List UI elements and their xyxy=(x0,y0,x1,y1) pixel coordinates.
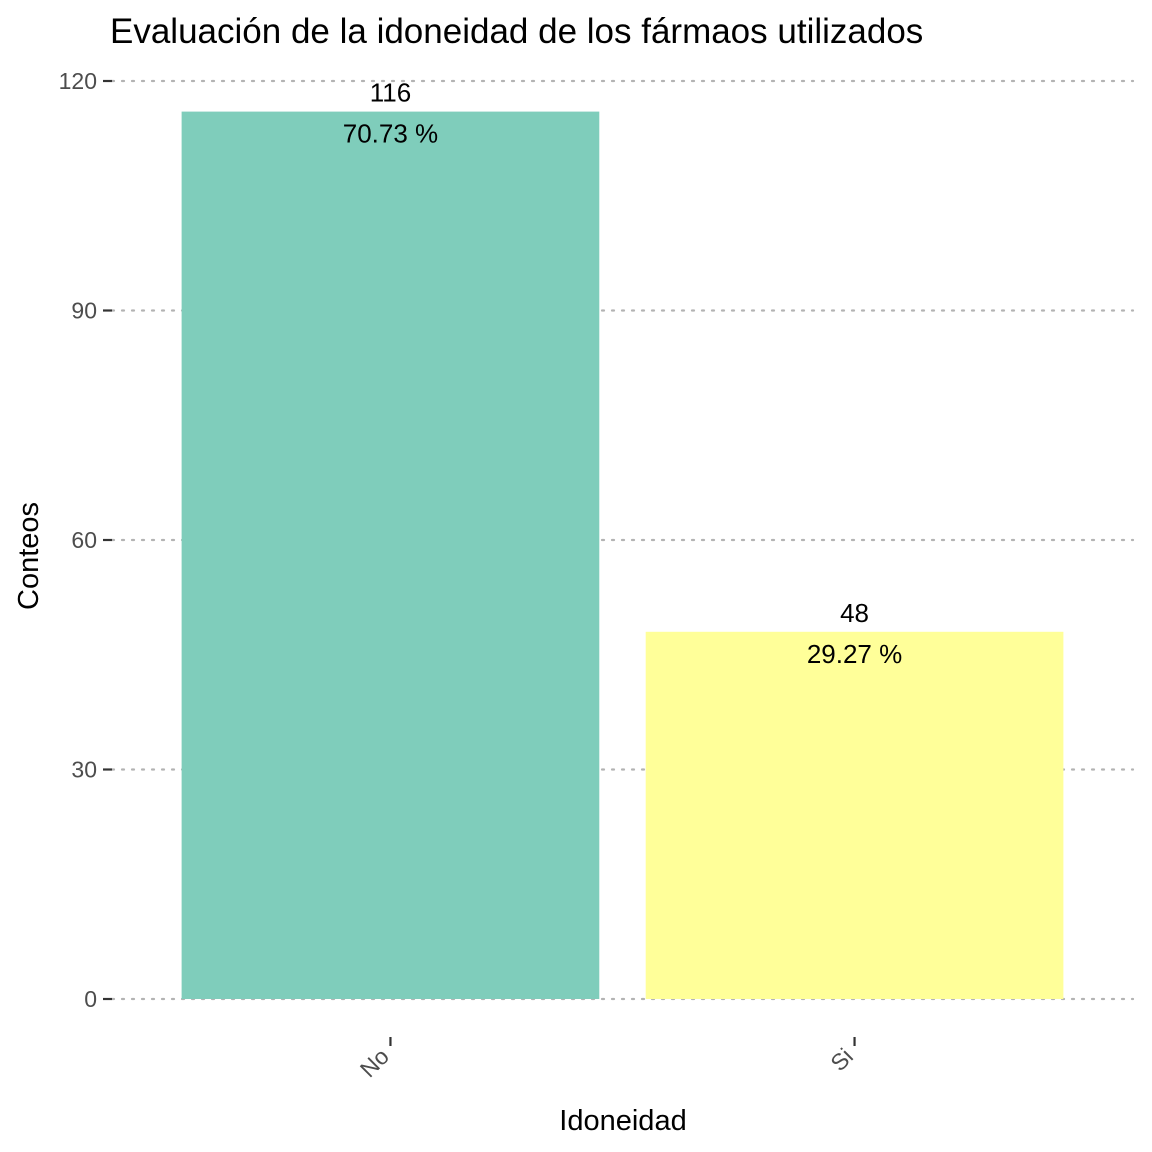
bars xyxy=(181,111,1064,1000)
y-tick-label-120: 120 xyxy=(59,68,97,94)
y-axis: 0 30 60 90 120 xyxy=(59,68,112,1012)
y-tick-label-30: 30 xyxy=(71,757,97,783)
bar-no xyxy=(181,111,600,1000)
count-label-si: 48 xyxy=(840,598,869,628)
percent-label-no: 70.73 % xyxy=(343,119,438,149)
bar-si xyxy=(645,631,1064,999)
data-labels: 116 70.73 % 48 29.27 % xyxy=(343,78,902,669)
x-axis-title: Idoneidad xyxy=(559,1105,686,1137)
y-tick-label-90: 90 xyxy=(71,298,97,324)
y-tick-label-60: 60 xyxy=(71,527,97,553)
count-label-no: 116 xyxy=(370,78,411,108)
chart-title: Evaluación de la idoneidad de los fármao… xyxy=(110,12,923,51)
percent-label-si: 29.27 % xyxy=(807,639,902,669)
x-tick-label-si: Si xyxy=(825,1043,858,1076)
x-tick-label-no: No xyxy=(355,1043,394,1082)
y-axis-title: Conteos xyxy=(13,502,45,610)
y-tick-label-0: 0 xyxy=(84,986,97,1012)
x-axis: No Si xyxy=(355,1037,858,1082)
